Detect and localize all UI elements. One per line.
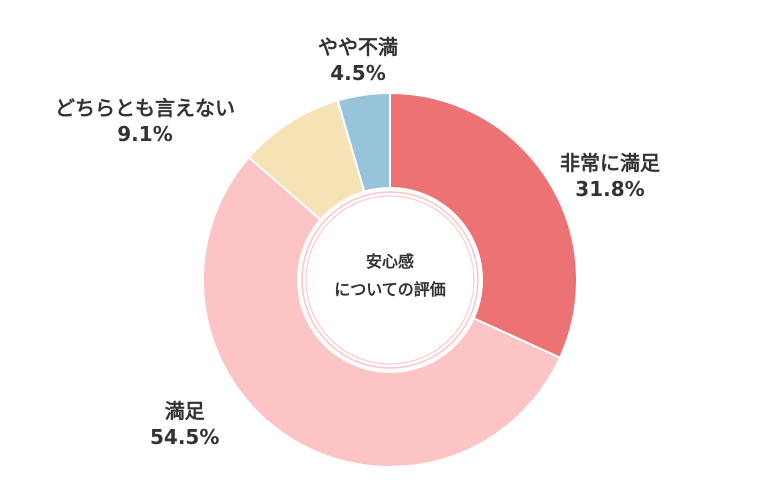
slice-label-very-satisfied: 非常に満足 31.8%	[560, 150, 660, 202]
slice-percent: 4.5%	[330, 61, 386, 85]
center-title: 安心感 についての評価	[290, 248, 490, 304]
slice-percent: 9.1%	[117, 122, 173, 146]
slice-name: どちらとも言えない	[55, 96, 235, 120]
slice-label-neutral: どちらとも言えない 9.1%	[55, 95, 235, 147]
slice-name: 非常に満足	[560, 151, 660, 175]
center-title-line-1: 安心感	[365, 252, 414, 271]
slice-label-satisfied: 満足 54.5%	[150, 398, 219, 450]
slice-name: やや不満	[318, 35, 398, 59]
donut-hole	[298, 188, 482, 372]
slice-name: 満足	[164, 399, 205, 423]
slice-percent: 31.8%	[575, 177, 645, 201]
inner-ring-outer	[301, 191, 479, 369]
center-title-line-2: についての評価	[334, 280, 446, 299]
slice-label-somewhat-dissatisfied: やや不満 4.5%	[318, 34, 398, 86]
slice-percent: 54.5%	[150, 425, 220, 449]
inner-ring-inner	[305, 195, 475, 365]
